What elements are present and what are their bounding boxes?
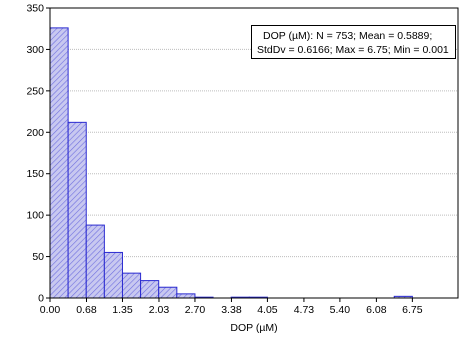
plot-frame: [49, 7, 459, 299]
y-tick-label: 350: [26, 3, 44, 15]
x-axis-label: DOP (µM): [230, 322, 277, 334]
x-tick-label: 3.38: [221, 304, 242, 316]
histogram-bar: [85, 224, 105, 299]
y-tick-label: 50: [32, 251, 44, 263]
x-tick-label: 4.05: [257, 304, 278, 316]
histogram-bar: [103, 251, 123, 299]
x-tick-label: 0.68: [76, 304, 97, 316]
histogram-bar: [67, 121, 87, 299]
summary-stats-line-2: StdDv = 0.6166; Max = 6.75; Min = 0.001: [257, 44, 449, 56]
x-tick-label: 6.75: [402, 304, 423, 316]
y-tick-label: 200: [26, 127, 44, 139]
histogram-bar: [158, 286, 178, 299]
histogram-bar: [121, 272, 142, 299]
x-tick-label: 1.35: [112, 304, 133, 316]
x-tick-label: 2.70: [185, 304, 206, 316]
bars: [49, 27, 413, 299]
y-tick-label: 100: [26, 210, 44, 222]
x-tick-label: 4.73: [294, 304, 315, 316]
x-tick-label: 6.08: [366, 304, 387, 316]
histogram-bar: [140, 280, 160, 299]
histogram-bar: [49, 27, 69, 299]
x-tick-label: 0.00: [40, 304, 61, 316]
x-tick-label: 2.03: [149, 304, 170, 316]
summary-stats-line-1: DOP (µM): N = 753; Mean = 0.5889;: [263, 30, 433, 42]
y-tick-labels: 0 50 100 150 200 250 300 350: [26, 3, 50, 305]
histogram-bar: [176, 293, 196, 299]
summary-stats-box: DOP (µM): N = 753; Mean = 0.5889; StdDv …: [251, 25, 456, 59]
axes: [49, 7, 459, 299]
y-tick-label: 250: [26, 85, 44, 97]
x-tick-label: 5.40: [330, 304, 351, 316]
y-tick-label: 0: [38, 293, 44, 305]
x-tick-labels: 0.00 0.68 1.35 2.03 2.70 3.38 4.05 4.73 5.40 6.08…: [40, 298, 423, 316]
y-tick-label: 300: [26, 44, 44, 56]
y-tick-label: 150: [26, 168, 44, 180]
